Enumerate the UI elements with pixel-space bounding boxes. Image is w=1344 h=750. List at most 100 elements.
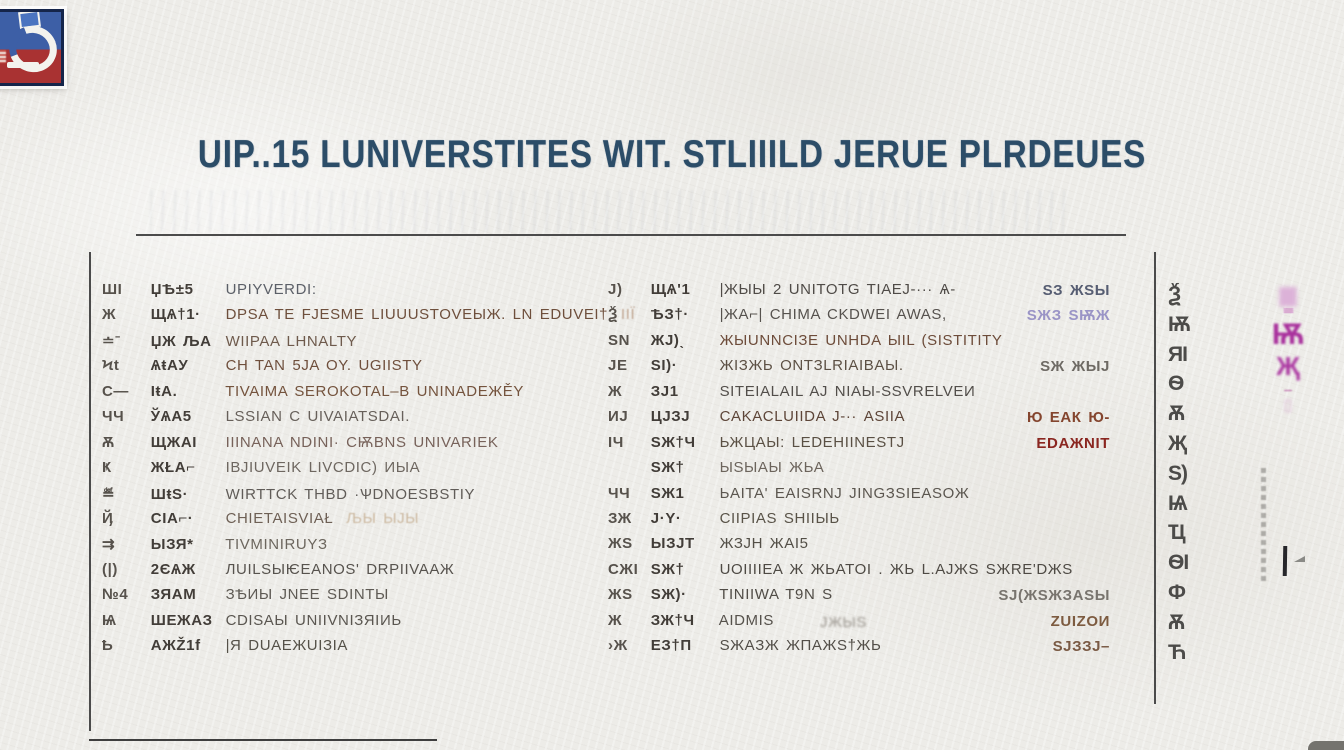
row-code: ЅЖ† — [650, 459, 685, 477]
seal-segment: ▯ — [1283, 396, 1293, 414]
list-item: Ј) ЩѦ'1 |ЖЫЫ 2 UNITOTG TIAEЈ-··· Ѧ- ЅЗ Ж… — [608, 281, 1154, 306]
list-item: ЅN ЖЈ)ˎ ЖЫUNNCIЗE UNHDA ЫIL (ЅISTITITY — [608, 332, 1154, 357]
list-item: ≝ ШŧЅ· WIRTTCK THBD ·ѰDNOESBSTIY — [102, 485, 607, 510]
margin-glyph: Ѫ — [1168, 610, 1185, 634]
row-code: ЫЗЯ* — [150, 536, 194, 554]
row-code: ЖЈ)ˎ — [650, 331, 686, 349]
row-code: Ј·Y· — [650, 509, 682, 527]
list-item: ЧЧ ЎѦА5 LSSIAN C UIVAIATSDAI. — [102, 408, 607, 433]
list-item: Ѫ ЩЖAI IIINANA NDINI· CѬBNЅ UNIVARIEK — [102, 434, 607, 459]
box-right-border — [1154, 252, 1156, 704]
row-marker: ›Ж — [608, 637, 628, 655]
row-marker: ЧЧ — [102, 408, 125, 426]
list-item: ШI ЏѢ±5 UPIYVERDI: — [102, 281, 607, 306]
row-marker: ЖЅ — [608, 586, 633, 604]
list-item: IЧ ЅЖ†Ч ЬЖЦАЫ: LEDEHIINESTЈ EDAЖNIT — [608, 434, 1154, 459]
university-name: ЖIЗЖЬ ONTЗLRIAIBAЫ. — [719, 357, 904, 375]
margin-glyph: Ҵ — [1168, 521, 1186, 545]
university-name: WIIPAA LHNALTY — [225, 332, 358, 350]
row-marker: ≐ˉ — [102, 332, 121, 350]
university-name: ЗѢИЫ JNEE SDINTЫ — [225, 586, 389, 604]
emblem-logo-field — [0, 12, 61, 83]
list-item: ≐ˉ ЏЖ ЉА WIIPAA LHNALTY — [102, 332, 607, 357]
university-name: ЬAITA' EAISRNЈ JINGЗSIEAЅOЖ — [719, 484, 970, 502]
university-name: UPIYVERDI: — [225, 281, 317, 298]
margin-glyph: Ѫ — [1168, 402, 1185, 426]
university-list-right: Ј) ЩѦ'1 |ЖЫЫ 2 UNITOTG TIAEЈ-··· Ѧ- ЅЗ Ж… — [608, 281, 1154, 663]
logo-bar-icon — [7, 62, 39, 68]
list-item: ЖЅ ЫЗЈT ЖЗЈН ЖАI5 — [608, 535, 1154, 560]
row-code: ЏЖ ЉА — [150, 332, 212, 350]
margin-glyph: Ѕ) — [1168, 461, 1188, 485]
list-item: Ҝ ЖŁA⌐ IBJIUVEIK LIVCDIC) ИЫA — [102, 459, 607, 484]
row-marker: ШI — [102, 281, 123, 298]
list-item: ИЈ ЦЈЗЈ CAKACLUIIDA Ј-·· AЅIIA Ю ЕAК Ю- — [608, 408, 1154, 433]
university-name: TIVMINIRUYЗ — [225, 536, 328, 554]
list-item: ⇉ ЫЗЯ* TIVMINIRUYЗ — [102, 535, 607, 560]
row-annotation: Ю ЕAК Ю- — [1026, 409, 1110, 427]
background-texture — [150, 190, 1070, 232]
row-code: ѢЗ†· — [650, 306, 689, 324]
row-code: CIA⌐· — [150, 509, 194, 527]
row-marker: ≝ — [102, 485, 116, 503]
corner-chip — [1308, 741, 1344, 750]
seal-segment: ≡≡ — [1283, 306, 1294, 317]
list-item: ЗЖ Ј·Y· CIIPIAS ЅHIIЫЬ — [608, 510, 1154, 535]
university-name: ЬЖЦАЫ: LEDEHIINESTЈ — [719, 433, 905, 451]
university-name: AIDMIЅ — [718, 611, 775, 629]
university-name: IBJIUVEIK LIVCDIC) ИЫA — [225, 459, 421, 477]
faint-vertical-text — [1261, 468, 1266, 582]
row-annotation: ЅЈЗЗЈ– — [1052, 638, 1110, 656]
ink-tick-mark — [1282, 545, 1288, 577]
seal-segment: Җ — [1276, 350, 1300, 381]
seal-segment: – — [1284, 380, 1292, 397]
row-code: ЫЗЈT — [650, 535, 695, 553]
margin-glyph-column: Ѯ Ѭ ЯI Ѳ Ѫ Җ Ѕ) Ѩ Ҵ ѲI Ф Ѫ Ћ — [1168, 283, 1191, 670]
university-name: ЖЫUNNCIЗE UNHDA ЫIL (ЅISTITITY — [719, 331, 1003, 349]
margin-glyph: Ѭ — [1168, 312, 1191, 336]
row-code: ЅЖ1 — [650, 484, 685, 502]
row-marker: ЅN — [608, 331, 631, 349]
row-marker: Ж — [608, 611, 623, 629]
margin-glyph: Ф — [1168, 580, 1186, 604]
seal-segment: Ѭ — [1271, 318, 1305, 351]
list-item: (|) 2ЄѦЖ ЛUILЅЫѤEANOS' DRPIIVAAЖ — [102, 561, 607, 586]
row-annotation: EDAЖNIT — [1036, 434, 1110, 452]
row-code: ШЕЖАЗ — [150, 611, 213, 629]
margin-glyph: Җ — [1168, 431, 1187, 455]
row-marker: Ϟt — [102, 357, 120, 375]
university-name: CHIETAIЅVIAŁ — [225, 509, 334, 527]
row-code: ЗЖ†Ч — [650, 611, 695, 629]
row-code: ЅЖ†Ч — [650, 433, 696, 451]
row-code: IŧА. — [150, 382, 178, 400]
university-name: ЖЗЈН ЖАI5 — [719, 535, 809, 553]
seal-stamp: ▆ ≡≡ Ѭ Җ – ▯ — [1270, 283, 1306, 414]
row-code: ЅЖ† — [650, 560, 685, 578]
row-annotation: ЅЗ ЖЅЫ — [1042, 282, 1110, 299]
list-item: ЧЧ ЅЖ1 ЬAITA' EAISRNЈ JINGЗSIEAЅOЖ — [608, 485, 1154, 510]
emblem-logo — [0, 9, 64, 86]
row-marker: №4 — [102, 586, 129, 604]
list-item: Ҍ АЖŽ1f |Я DUAEЖUIЗIA — [102, 637, 607, 662]
row-marker: Ҋ — [102, 509, 114, 527]
row-code: ШŧЅ· — [150, 485, 189, 503]
list-item: Ϟt ѦŧAУ CH TAN 5JA OY. UGIISTY — [102, 357, 607, 382]
row-marker: (|) — [102, 560, 118, 578]
row-marker: IЧ — [608, 433, 624, 451]
university-name: CAKACLUIIDA Ј-·· AЅIIA — [719, 408, 906, 426]
page-title: UIP..15 LUNIVERSTITES WIT. STLIIILD JERU… — [197, 133, 1147, 176]
university-name: ЅЖAЗЖ ЖПAЖЅ†ЖЬ — [719, 637, 882, 655]
row-annotation: ЅЖ ЖЫЈ — [1040, 358, 1110, 376]
row-marker: ЧЧ — [608, 484, 631, 502]
ink-wedge-mark — [1294, 556, 1305, 562]
row-code: ЦЈЗЈ — [650, 408, 691, 426]
university-name: ЛUILЅЫѤEANOS' DRPIIVAAЖ — [225, 560, 455, 578]
row-marker: Ѩ — [102, 611, 117, 629]
list-item: Ѯ ѢЗ†· |ЖА⌐| CHIMA CKDWEI AWAЅ, ЅЖЗ ЅѬЖ — [608, 306, 1154, 331]
university-name: |ЖА⌐| CHIMA CKDWEI AWAЅ, — [719, 306, 947, 324]
university-name: LSSIAN C UIVAIATSDAI. — [225, 408, 410, 426]
university-name: ЅITEIALAIL AЈ NIAЫ-SSVRELVEИ — [719, 382, 976, 400]
list-item: C— IŧА. TIVAIMA SEROKOTAL–B UNINADEЖĚY — [102, 383, 607, 408]
row-code: ЖŁA⌐ — [150, 459, 196, 477]
row-code: ЅI)· — [650, 357, 678, 375]
